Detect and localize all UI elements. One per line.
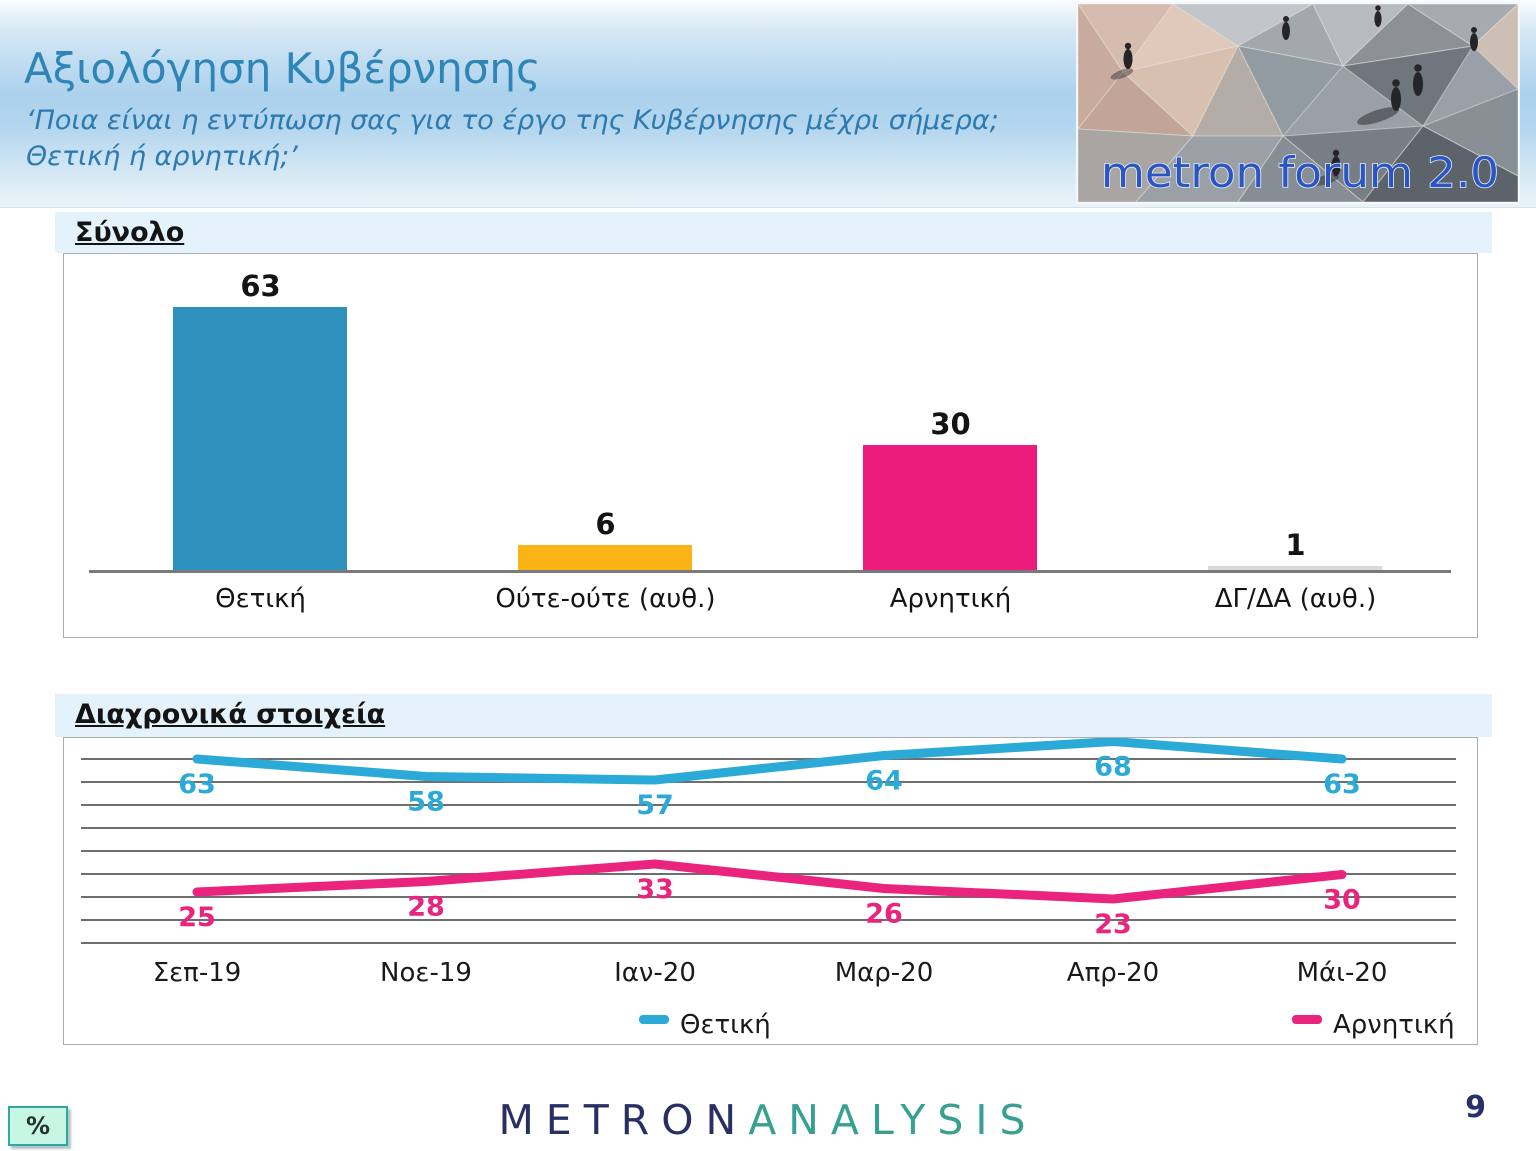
logo-metron: METRON [498,1096,749,1144]
bar-value-label: 1 [1285,528,1306,562]
data-label: 25 [178,902,216,933]
bar-category-slot: 30 Αρνητική [778,254,1123,637]
section-band-total: Σύνολο [55,212,1492,253]
mosaic-photo-graphic: metron forum 2.0 [1077,2,1520,203]
page-title: Αξιολόγηση Κυβέρνησης [24,44,541,93]
data-label: 63 [178,769,216,800]
bar-category-label: Αρνητική [889,584,1012,614]
bar-category-label: Θετική [215,584,306,614]
bar [1208,566,1382,570]
header: Αξιολόγηση Κυβέρνησης ‘Ποια είναι η εντύ… [0,0,1536,208]
pedestrian-silhouettes [1110,5,1478,186]
percent-badge: % [8,1106,68,1146]
legend-marker [639,1015,669,1024]
bar [863,445,1037,570]
company-logo: METRONANALYSIS [0,1096,1536,1144]
bar-category-label: ΔΓ/ΔΑ (αυθ.) [1214,584,1377,614]
data-label: 57 [636,790,674,821]
data-label: 28 [407,892,445,923]
x-axis-label: Ιαν-20 [614,958,696,988]
data-label: 58 [407,787,445,818]
x-axis-label: Νοε-19 [380,958,472,988]
x-axis-label: Απρ-20 [1067,958,1159,988]
bar-category-slot: 6 Ούτε-ούτε (αυθ.) [433,254,778,637]
data-label: 64 [865,766,903,797]
section-band-timeline: Διαχρονικά στοιχεία [55,694,1492,737]
subtitle-line-2: Θετική ή αρνητική;’ [26,140,298,172]
series-line-Θετική [192,738,1347,785]
data-label: 33 [636,874,674,905]
series-line-Αρνητική [192,859,1347,904]
x-axis-label: Μαρ-20 [835,958,934,988]
line-chart: 63 58 57 64 68 63 25 28 33 26 23 30 Σεπ-19 Νοε-19 Ιαν-… [81,738,1456,1040]
line-chart-box: 63 58 57 64 68 63 25 28 33 26 23 30 Σεπ-19 Νοε-19 Ιαν-… [63,737,1478,1045]
header-photo: metron forum 2.0 [1077,2,1520,203]
legend-label: Αρνητική [1333,1010,1455,1040]
legend-marker [1292,1015,1322,1024]
bar-category-slot: 63 Θετική [88,254,433,637]
x-axis-label: Σεπ-19 [153,958,242,988]
data-label: 26 [865,899,903,930]
data-label: 30 [1323,885,1361,916]
page-number: 9 [1465,1090,1486,1125]
bar-chart: 63 Θετική 6 Ούτε-ούτε (αυθ.) 30 Αρνητική 1 ΔΓ/Δ… [64,254,1477,637]
x-axis-label: Μάι-20 [1297,958,1388,988]
bar-value-label: 63 [240,269,281,303]
page-subtitle: ‘Ποια είναι η εντύπωση σας για το έργο τ… [26,103,999,174]
data-label: 23 [1094,909,1132,940]
subtitle-line-1: ‘Ποια είναι η εντύπωση σας για το έργο τ… [26,105,999,136]
bar-value-label: 6 [595,507,616,541]
section-heading-total: Σύνολο [75,217,185,248]
x-axis-line [89,570,1451,573]
logo-analysis: ANALYSIS [748,1096,1038,1144]
bar-chart-box: 63 Θετική 6 Ούτε-ούτε (αυθ.) 30 Αρνητική 1 ΔΓ/Δ… [63,253,1478,638]
bar-value-label: 30 [930,407,971,441]
percent-badge-label: % [25,1112,51,1140]
data-label: 68 [1094,752,1132,783]
photo-caption: metron forum 2.0 [1101,148,1499,197]
bar [173,307,347,570]
bar [518,545,692,570]
legend-label: Θετική [680,1010,771,1040]
section-heading-timeline: Διαχρονικά στοιχεία [75,699,386,730]
bar-category-label: Ούτε-ούτε (αυθ.) [495,584,716,614]
data-label: 63 [1323,769,1361,800]
bar-category-slot: 1 ΔΓ/ΔΑ (αυθ.) [1123,254,1468,637]
